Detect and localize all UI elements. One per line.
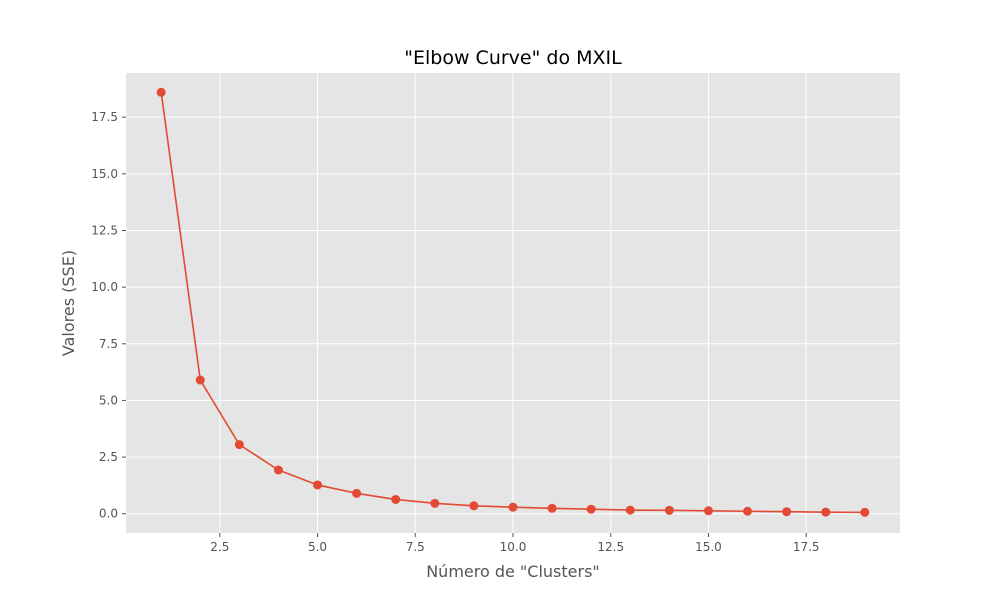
chart-title: "Elbow Curve" do MXIL [404,47,622,69]
x-tick-label: 5.0 [308,540,327,554]
data-point [821,507,831,517]
y-axis-ticks: 0.0 2.5 5.0 7.5 10.0 12.5 15.0 17.5 [91,110,126,521]
x-tick-label: 2.5 [210,540,229,554]
data-point [156,87,166,97]
data-point [703,506,713,516]
x-tick-label: 17.5 [793,540,820,554]
data-point [352,488,362,498]
data-point [508,502,518,512]
series-layer [156,87,870,517]
data-point [625,505,635,515]
x-tick-label: 7.5 [406,540,425,554]
data-point [743,506,753,516]
y-tick-label: 5.0 [99,393,118,407]
y-tick-label: 10.0 [91,280,118,294]
data-point [313,480,323,490]
x-tick-label: 10.0 [500,540,527,554]
x-tick-label: 12.5 [597,540,624,554]
data-point [664,505,674,515]
data-point [469,501,479,511]
x-axis-ticks: 2.5 5.0 7.5 10.0 12.5 15.0 17.5 [210,533,820,554]
y-tick-label: 17.5 [91,110,118,124]
data-point [273,465,283,475]
data-point [547,503,557,513]
y-tick-label: 12.5 [91,223,118,237]
x-axis-label: Número de "Clusters" [426,562,600,581]
data-point [391,494,401,504]
data-point [586,504,596,514]
data-point [782,507,792,517]
y-tick-label: 2.5 [99,450,118,464]
data-point [195,375,205,385]
y-axis-label: Valores (SSE) [59,250,78,356]
x-tick-label: 15.0 [695,540,722,554]
y-tick-label: 7.5 [99,337,118,351]
data-point [430,498,440,508]
data-point [860,507,870,517]
data-point [234,440,244,450]
y-tick-label: 0.0 [99,507,118,521]
y-tick-label: 15.0 [91,167,118,181]
grid-lines [126,73,900,533]
